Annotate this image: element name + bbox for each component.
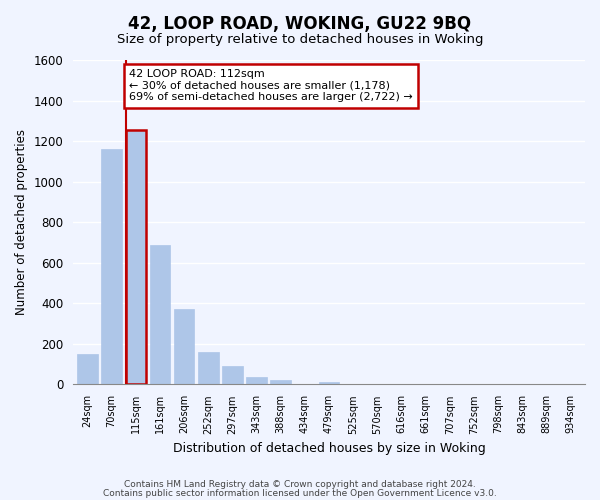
Text: Contains HM Land Registry data © Crown copyright and database right 2024.: Contains HM Land Registry data © Crown c… <box>124 480 476 489</box>
Y-axis label: Number of detached properties: Number of detached properties <box>15 129 28 315</box>
Bar <box>125 130 146 384</box>
Bar <box>271 380 291 384</box>
Bar <box>77 354 98 384</box>
Bar <box>319 382 339 384</box>
Text: Size of property relative to detached houses in Woking: Size of property relative to detached ho… <box>117 32 483 46</box>
Bar <box>247 378 267 384</box>
X-axis label: Distribution of detached houses by size in Woking: Distribution of detached houses by size … <box>173 442 485 455</box>
Text: Contains public sector information licensed under the Open Government Licence v3: Contains public sector information licen… <box>103 488 497 498</box>
Text: 42 LOOP ROAD: 112sqm
← 30% of detached houses are smaller (1,178)
69% of semi-de: 42 LOOP ROAD: 112sqm ← 30% of detached h… <box>129 69 413 102</box>
Text: 42, LOOP ROAD, WOKING, GU22 9BQ: 42, LOOP ROAD, WOKING, GU22 9BQ <box>128 15 472 33</box>
Bar <box>150 245 170 384</box>
Bar <box>222 366 242 384</box>
Bar <box>198 352 218 384</box>
Bar <box>174 310 194 384</box>
Bar <box>101 148 122 384</box>
